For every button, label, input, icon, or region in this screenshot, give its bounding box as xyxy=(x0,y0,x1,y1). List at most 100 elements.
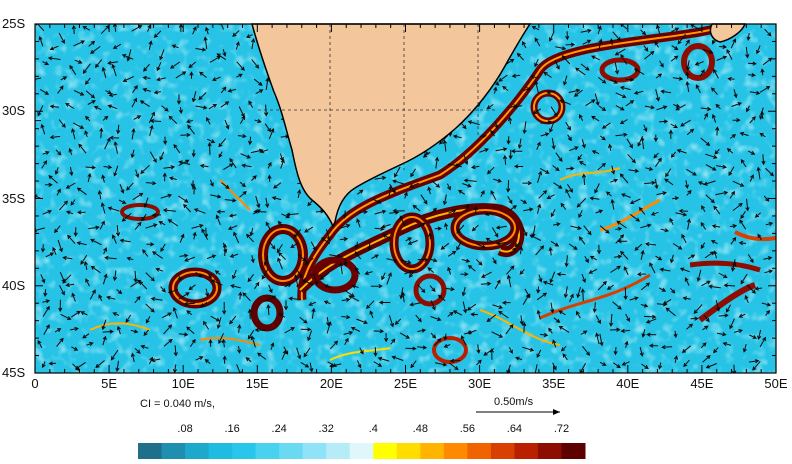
velocity-arrow xyxy=(591,115,600,122)
velocity-arrow xyxy=(239,181,246,188)
velocity-arrow xyxy=(41,361,46,369)
velocity-arrow xyxy=(236,61,245,71)
velocity-arrow xyxy=(193,208,206,214)
velocity-arrow xyxy=(310,241,317,251)
velocity-arrow xyxy=(550,209,556,218)
velocity-arrow xyxy=(550,106,558,118)
velocity-arrow xyxy=(449,362,459,371)
velocity-arrow xyxy=(495,225,507,230)
velocity-arrow xyxy=(236,73,243,78)
velocity-arrow xyxy=(536,292,548,301)
velocity-arrow xyxy=(430,258,438,263)
velocity-arrow xyxy=(495,147,508,152)
velocity-arrow xyxy=(702,325,709,331)
lon-label: 15E xyxy=(245,376,269,391)
velocity-arrow xyxy=(617,239,628,244)
velocity-arrow xyxy=(510,205,517,211)
velocity-arrow xyxy=(613,347,618,356)
velocity-arrow xyxy=(356,360,362,369)
velocity-arrow xyxy=(558,325,570,333)
velocity-arrow xyxy=(150,358,161,363)
velocity-arrow xyxy=(143,197,149,208)
lat-label: 40S xyxy=(2,277,26,293)
velocity-arrow xyxy=(540,132,550,137)
velocity-arrow xyxy=(241,163,252,168)
velocity-arrow xyxy=(191,149,196,158)
velocity-arrow xyxy=(745,198,750,212)
velocity-arrow xyxy=(746,105,750,113)
velocity-arrow xyxy=(522,226,528,237)
velocity-arrow xyxy=(354,241,359,250)
velocity-arrow xyxy=(297,189,302,198)
velocity-arrow xyxy=(498,74,508,82)
velocity-arrow xyxy=(215,214,221,225)
velocity-arrow xyxy=(589,255,597,261)
velocity-arrow xyxy=(519,315,524,326)
velocity-arrow xyxy=(386,258,399,263)
velocity-arrow xyxy=(277,220,283,227)
velocity-arrow xyxy=(616,220,627,229)
velocity-arrow xyxy=(42,61,50,65)
velocity-arrow xyxy=(686,323,694,330)
velocity-arrow xyxy=(38,35,44,47)
velocity-arrow xyxy=(112,312,120,317)
velocity-arrow xyxy=(620,250,629,260)
velocity-arrow xyxy=(160,193,173,199)
velocity-arrow xyxy=(671,45,679,50)
velocity-arrow xyxy=(49,104,60,109)
velocity-arrow xyxy=(733,329,744,334)
velocity-arrow xyxy=(713,250,718,259)
velocity-arrow xyxy=(140,344,149,349)
velocity-arrow xyxy=(206,138,216,144)
velocity-arrow xyxy=(102,329,114,334)
colorbar-swatch xyxy=(279,443,304,459)
velocity-arrow xyxy=(475,258,483,266)
velocity-arrow xyxy=(84,130,89,138)
velocity-arrow xyxy=(490,129,496,137)
velocity-arrow xyxy=(323,284,331,289)
land-gridlines xyxy=(258,24,496,198)
velocity-arrow xyxy=(195,271,203,278)
velocity-arrow xyxy=(145,223,158,229)
velocity-arrow xyxy=(247,273,254,283)
velocity-arrow xyxy=(614,48,626,56)
velocity-arrow xyxy=(686,128,695,136)
velocity-arrow xyxy=(350,326,361,332)
velocity-arrow xyxy=(715,126,720,136)
velocity-arrow xyxy=(278,312,286,318)
velocity-arrow xyxy=(612,301,622,310)
velocity-arrow xyxy=(89,289,96,300)
velocity-arrow xyxy=(304,226,314,233)
velocity-arrow xyxy=(192,231,197,240)
velocity-arrow xyxy=(239,115,246,124)
velocity-arrow xyxy=(88,40,96,47)
velocity-arrow xyxy=(640,223,652,229)
velocity-arrow xyxy=(150,296,163,302)
velocity-arrow xyxy=(643,314,657,319)
velocity-arrow xyxy=(644,105,655,110)
velocity-arrow xyxy=(598,105,607,111)
velocity-arrow xyxy=(280,158,285,169)
velocity-arrow xyxy=(551,137,556,150)
velocity-arrow xyxy=(671,27,680,33)
velocity-arrow xyxy=(686,218,691,230)
velocity-arrow xyxy=(156,77,167,82)
velocity-arrow xyxy=(662,298,672,305)
velocity-arrow xyxy=(443,343,451,348)
velocity-arrow xyxy=(134,221,142,230)
velocity-arrow xyxy=(325,229,331,241)
velocity-arrow xyxy=(437,294,446,302)
velocity-arrow xyxy=(378,300,391,305)
velocity-arrow xyxy=(388,315,395,328)
velocity-arrow xyxy=(179,233,185,243)
velocity-arrow xyxy=(192,185,197,195)
velocity-arrow xyxy=(283,300,289,311)
velocity-arrow xyxy=(732,180,745,187)
velocity-arrow xyxy=(656,191,667,196)
velocity-arrow xyxy=(467,329,477,335)
velocity-arrow xyxy=(506,274,512,288)
velocity-arrow xyxy=(189,71,194,79)
velocity-arrow xyxy=(351,284,359,289)
velocity-arrow xyxy=(40,274,46,284)
velocity-arrow xyxy=(199,163,209,168)
